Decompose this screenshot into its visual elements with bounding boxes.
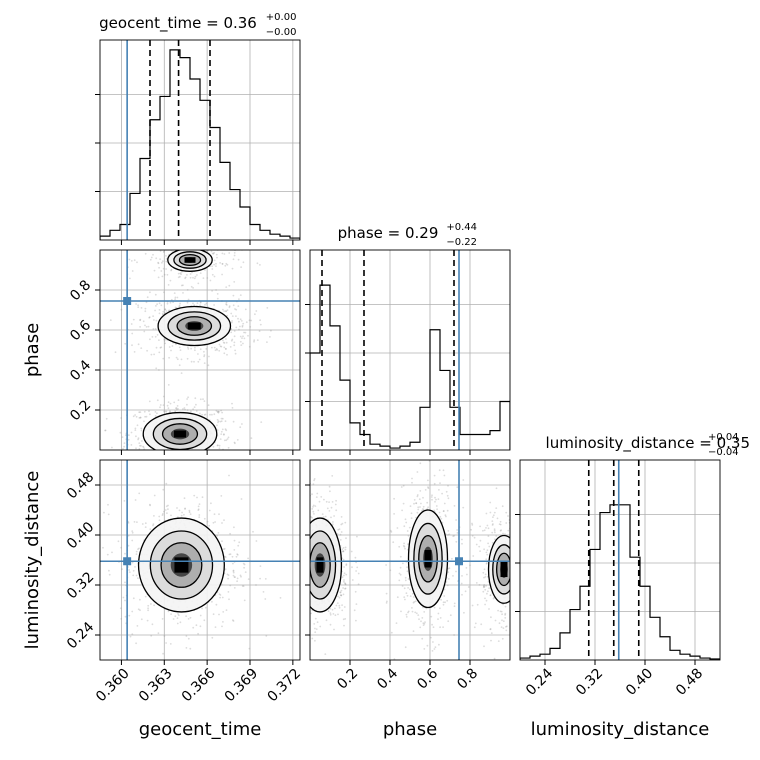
x-tick-label-luminosity_distance: 0.40 — [623, 666, 656, 699]
x-tick-label-geocent_time: 0.360 — [93, 666, 133, 706]
y-tick-label-phase: 0.6 — [67, 317, 94, 344]
histogram-panel-luminosity_distance — [520, 460, 720, 660]
density-peak — [174, 557, 189, 573]
joint-panel-phase-luminosity_distance — [310, 460, 510, 660]
y-tick-label-luminosity_distance: 0.48 — [64, 469, 97, 502]
density-peak — [316, 557, 324, 573]
histogram-frame-geocent_time — [99, 39, 301, 241]
x-tick-label-phase: 0.8 — [454, 666, 481, 693]
x-tick-label-geocent_time: 0.366 — [179, 665, 219, 705]
x-axis-label-geocent_time: geocent_time — [139, 719, 262, 740]
panel-title-geocent_time: geocent_time = 0.36 — [99, 14, 257, 33]
panel-title-plus-phase: +0.44 — [446, 222, 477, 233]
density-peak — [187, 322, 201, 330]
panel-title-phase: phase = 0.29 — [338, 224, 439, 242]
x-tick-label-geocent_time: 0.372 — [265, 666, 305, 706]
histogram-frame-luminosity_distance — [519, 459, 721, 661]
density-peak — [174, 430, 186, 438]
y-tick-label-phase: 0.4 — [67, 357, 94, 384]
y-tick-label-phase: 0.2 — [67, 397, 94, 424]
panel-title-minus-phase: −0.22 — [446, 237, 477, 248]
x-tick-label-luminosity_distance: 0.48 — [673, 666, 706, 699]
joint-frame-phase-luminosity_distance — [309, 459, 511, 661]
x-axis-label-phase: phase — [383, 719, 437, 740]
panel-title-minus-luminosity_distance: −0.04 — [708, 447, 739, 458]
truth-marker — [123, 297, 132, 305]
y-tick-label-luminosity_distance: 0.40 — [64, 519, 97, 552]
panel-title-plus-geocent_time: +0.00 — [266, 12, 297, 23]
x-tick-label-geocent_time: 0.369 — [222, 666, 262, 706]
x-tick-label-phase: 0.2 — [334, 666, 361, 693]
x-tick-label-phase: 0.6 — [414, 665, 441, 692]
histogram-step-geocent_time — [100, 49, 300, 240]
x-tick-label-geocent_time: 0.363 — [136, 666, 176, 706]
histogram-panel-geocent_time — [100, 40, 300, 240]
density-peak — [500, 561, 508, 578]
y-tick-label-phase: 0.8 — [67, 277, 94, 304]
y-axis-label-luminosity_distance: luminosity_distance — [22, 471, 43, 650]
histogram-step-phase — [310, 284, 510, 450]
x-tick-label-luminosity_distance: 0.24 — [523, 665, 556, 698]
truth-marker — [455, 557, 463, 566]
joint-panel-geocent_time-phase — [100, 250, 300, 450]
panel-title-luminosity_distance: luminosity_distance = 0.35 — [546, 434, 750, 453]
panel-title-minus-geocent_time: −0.00 — [266, 27, 297, 38]
histogram-frame-phase — [309, 249, 511, 451]
joint-panel-geocent_time-luminosity_distance — [100, 460, 300, 660]
density-peak — [424, 550, 432, 568]
y-tick-label-luminosity_distance: 0.32 — [64, 569, 97, 602]
panel-title-plus-luminosity_distance: +0.04 — [708, 432, 739, 443]
truth-marker — [123, 557, 132, 566]
y-axis-label-phase: phase — [22, 323, 43, 377]
x-tick-label-luminosity_distance: 0.32 — [573, 666, 606, 699]
joint-frame-geocent_time-luminosity_distance — [99, 459, 301, 661]
density-peak — [184, 257, 196, 263]
x-tick-label-phase: 0.4 — [374, 665, 401, 692]
histogram-step-luminosity_distance — [520, 504, 720, 660]
y-tick-label-luminosity_distance: 0.24 — [64, 619, 97, 652]
joint-frame-geocent_time-phase — [99, 249, 301, 451]
x-axis-label-luminosity_distance: luminosity_distance — [531, 719, 710, 740]
histogram-panel-phase — [310, 250, 510, 450]
